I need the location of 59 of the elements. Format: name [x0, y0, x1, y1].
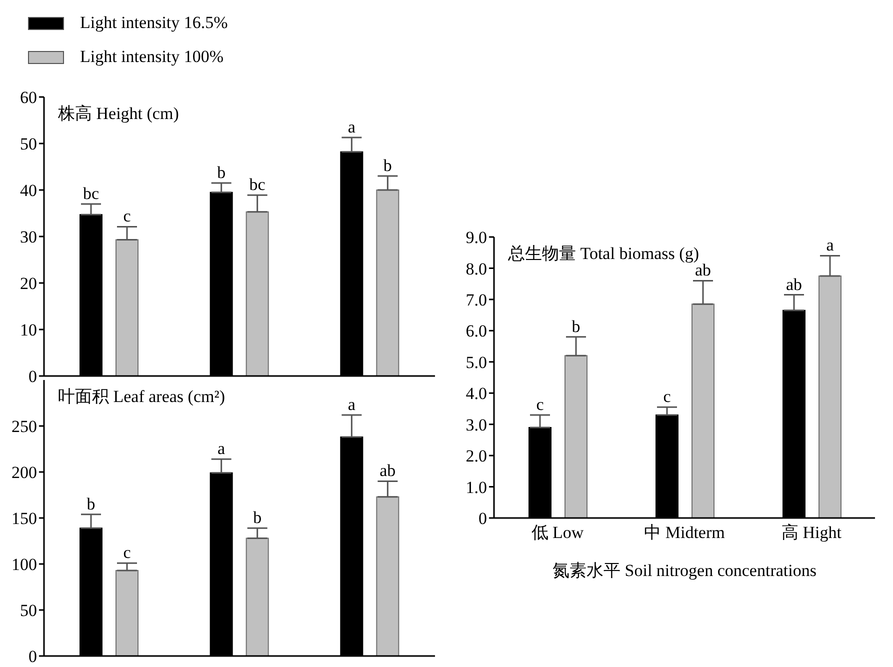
y-tick-label: 50 [20, 601, 37, 620]
chart-title: 总生物量 Total biomass (g) [508, 243, 699, 264]
y-tick-label: 8.0 [466, 259, 487, 278]
y-tick-label: 10 [20, 320, 37, 340]
y-tick-label: 0 [478, 509, 487, 528]
y-tick-label: 150 [12, 509, 37, 528]
data-label: bc [82, 184, 100, 203]
data-label: c [663, 387, 672, 406]
data-label: ab [786, 274, 802, 294]
data-label: c [536, 394, 544, 414]
data-label: bc [249, 175, 266, 194]
bar [564, 355, 588, 518]
y-tick-label: 0 [28, 647, 37, 666]
data-label: b [383, 156, 392, 176]
data-label: a [348, 117, 356, 136]
data-label: a [348, 394, 356, 414]
y-tick-label: 6.0 [466, 322, 487, 341]
bar [692, 304, 714, 518]
x-tick-label: 低 Low [531, 523, 584, 542]
y-tick-label: 30 [20, 228, 37, 247]
x-tick-label: 高 Hight [782, 523, 842, 542]
data-label: c [123, 543, 132, 562]
bar [818, 276, 842, 518]
x-tick-label: 中 Midterm [644, 523, 725, 542]
y-tick-label: 4.0 [466, 384, 487, 404]
data-label: ab [694, 260, 712, 280]
y-tick-label: 40 [20, 181, 37, 200]
legend-label: Light intensity 100% [80, 47, 224, 67]
y-tick-label: 60 [20, 88, 37, 108]
bar [116, 239, 138, 376]
data-label: a [218, 439, 226, 458]
data-label: b [572, 316, 580, 336]
y-tick-label: 200 [12, 463, 37, 482]
legend-label: Light intensity 16.5% [80, 13, 228, 33]
x-axis-title: 氮素水平 Soil nitrogen concentrations [552, 561, 816, 580]
y-tick-label: 3.0 [466, 415, 487, 434]
data-label: b [86, 494, 96, 514]
y-tick-label: 2.0 [466, 446, 487, 466]
data-label: b [217, 163, 226, 182]
data-label: b [253, 508, 262, 528]
bar [116, 570, 138, 656]
y-tick-label: 250 [12, 417, 37, 436]
bar [246, 538, 269, 656]
chart-title: 株高 Height (cm) [58, 103, 179, 125]
data-label: ab [380, 461, 396, 480]
data-label: a [826, 236, 834, 255]
bar [376, 190, 400, 376]
y-tick-label: 50 [20, 134, 37, 154]
chart-title: 叶面积 Leaf areas (cm²) [58, 386, 225, 408]
y-tick-label: 0 [28, 367, 37, 386]
bar [376, 496, 400, 656]
bar [246, 211, 269, 376]
data-label: c [123, 206, 132, 226]
y-tick-label: 9.0 [466, 228, 487, 248]
y-tick-label: 5.0 [466, 352, 487, 372]
y-tick-label: 20 [20, 274, 37, 294]
y-tick-label: 100 [12, 555, 37, 574]
y-tick-label: 7.0 [466, 290, 487, 310]
y-tick-label: 1.0 [466, 478, 487, 497]
